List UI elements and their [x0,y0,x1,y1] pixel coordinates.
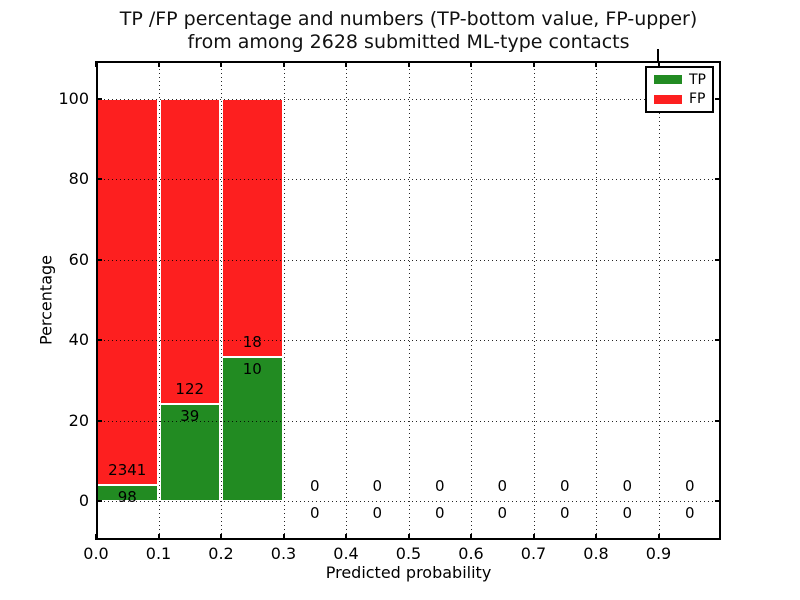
x-axis-tick [95,61,97,67]
fp-count-label: 2341 [108,460,147,479]
chart-title: TP /FP percentage and numbers (TP-bottom… [96,8,721,54]
y-axis-tick [96,339,102,342]
y-axis-tick [96,178,102,181]
x-axis-tick [595,61,597,67]
top-spine-tick-artifact [657,49,659,61]
x-tick-label: 0.2 [208,544,234,563]
x-tick-label: 0.9 [645,544,672,563]
x-axis-tick [407,61,410,67]
plot-area: 2341 98 122 39 18 10 0 0 0 0 0 0 0 0 0 0 0 0 0 0 [96,61,721,540]
fp-count-label: 0 [434,477,445,495]
v-gridline [596,61,597,540]
y-tick-label: 100 [58,89,89,108]
x-axis-tick [595,534,597,540]
x-tick-label: 0.7 [520,544,547,563]
x-axis-label: Predicted probability [325,563,492,582]
bar-segment-tp [159,403,220,501]
v-gridline [346,61,347,540]
x-tick-label: 0.1 [145,544,172,563]
y-axis-tick [715,419,721,422]
x-tick-label: 0.8 [583,544,609,563]
legend-label-fp: FP [689,91,706,108]
y-axis-tick [715,178,721,181]
v-gridline [658,61,660,540]
x-axis-tick [157,61,160,67]
x-tick-label: 0.5 [395,544,422,563]
x-tick-label: 0.3 [270,544,297,563]
tp-count-label: 98 [117,487,137,506]
x-axis-tick [95,534,97,540]
y-tick-label: 40 [68,330,89,350]
x-tick-label: 0.0 [83,544,109,563]
x-axis-tick [532,534,535,540]
x-axis-tick [657,61,660,67]
x-axis-tick [470,61,472,67]
tp-count-label: 0 [434,504,445,522]
y-axis-tick [96,258,102,261]
fp-count-label: 0 [684,477,695,495]
x-axis-tick [157,534,160,540]
fp-count-label: 0 [497,477,508,495]
x-axis-tick [220,61,222,67]
x-axis-tick [407,534,410,540]
y-axis-tick [715,98,721,100]
y-tick-label: 20 [68,410,89,430]
x-tick-label: 0.6 [458,544,484,563]
tp-count-label: 0 [684,504,695,522]
tp-count-label: 0 [372,504,383,522]
fp-count-label: 0 [309,477,320,495]
tp-count-label: 0 [497,504,508,522]
x-axis-tick [470,534,472,540]
chart-title-line1: TP /FP percentage and numbers (TP-bottom… [119,8,698,30]
y-tick-label: 0 [78,491,89,510]
legend-swatch-fp-icon [654,94,682,104]
tp-count-label: 0 [559,504,570,522]
y-axis-tick [715,500,721,502]
v-gridline [221,61,222,540]
fp-count-label: 0 [622,477,633,495]
legend-item-tp: TP [647,73,712,87]
bar-segment-fp [159,99,220,404]
legend-swatch-tp-icon [654,75,682,85]
y-axis-tick [715,258,721,261]
bar-segment-fp [97,99,158,485]
bar-segment-fp [222,99,283,358]
fp-count-label: 0 [372,477,383,495]
x-tick-label: 0.4 [333,544,359,563]
v-gridline [158,61,160,540]
v-gridline [283,61,285,540]
x-axis-tick [532,61,535,67]
y-tick-label: 80 [68,169,89,189]
y-axis-tick [96,500,102,502]
y-axis-tick [96,98,102,100]
v-gridline [471,61,472,540]
tp-count-label: 0 [309,504,320,522]
fp-count-label: 122 [175,379,205,398]
x-axis-tick [345,61,347,67]
legend: TP FP [645,66,714,113]
bar-segment-tp [222,357,283,501]
x-axis-tick [345,534,347,540]
legend-item-fp: FP [647,92,712,106]
fp-count-label: 0 [559,477,570,495]
v-gridline [533,61,535,540]
tp-count-label: 10 [242,360,262,379]
y-axis-tick [715,339,721,342]
y-tick-label: 60 [68,249,89,269]
x-axis-tick [282,61,285,67]
tp-count-label: 0 [622,504,633,522]
chart-title-line2: from among 2628 submitted ML-type contac… [187,31,630,53]
x-axis-tick [282,534,285,540]
v-gridline [408,61,410,540]
fp-count-label: 18 [242,333,262,352]
x-axis-tick [657,534,660,540]
legend-label-tp: TP [689,71,706,88]
tp-count-label: 39 [180,406,200,425]
y-axis-tick [96,419,102,422]
x-axis-tick [220,534,222,540]
